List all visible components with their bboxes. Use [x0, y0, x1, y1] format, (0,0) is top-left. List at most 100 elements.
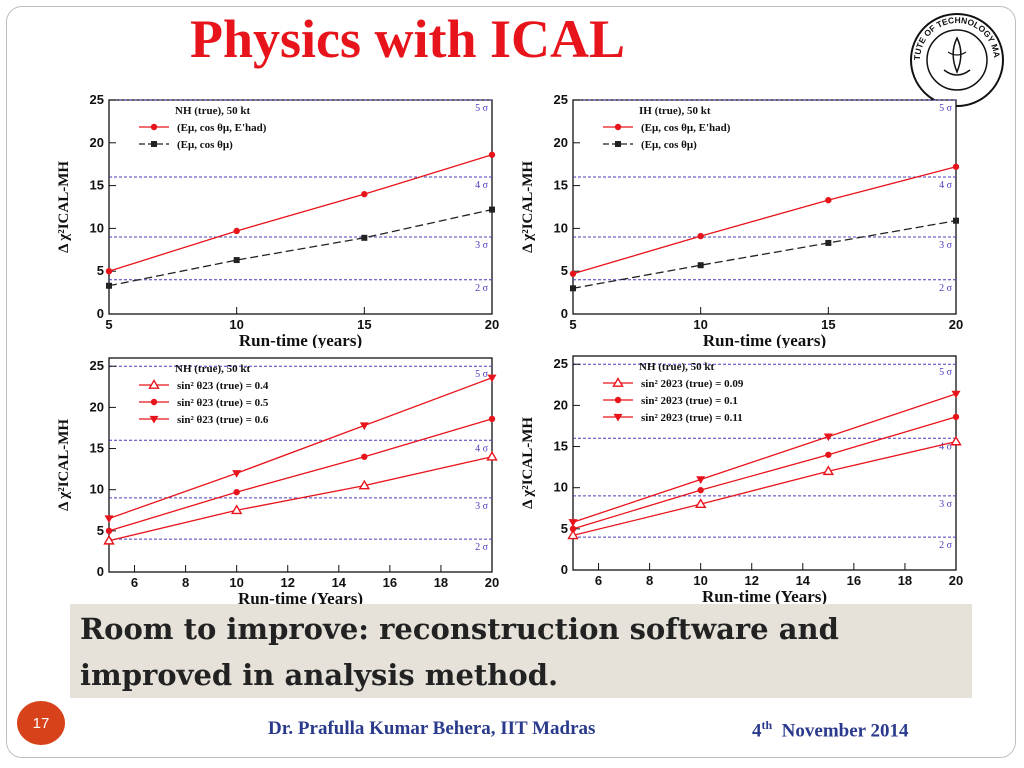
sigma-label: 4 σ [939, 441, 953, 452]
x-axis-label: Run-time (years) [239, 331, 362, 348]
y-tick-label: 20 [90, 399, 104, 414]
caption-line-2: improved in analysis method. [80, 658, 559, 692]
x-tick-label: 18 [434, 575, 448, 590]
data-point [105, 268, 113, 275]
data-point [104, 515, 114, 523]
data-point [952, 163, 960, 170]
sigma-label: 3 σ [939, 499, 953, 510]
chart-svg: 2 σ 3 σ 4 σ 5 σ 6 8 10 12 14 16 18 20 0 5 10 15 20 25 Run-… [520, 355, 963, 604]
x-tick-label: 10 [693, 573, 707, 588]
x-axis-label: Run-time (Years) [702, 587, 827, 604]
legend-entry: sin² θ23 (true) = 0.5 [177, 397, 269, 409]
sigma-label: 5 σ [939, 367, 953, 378]
data-point [697, 486, 704, 494]
x-tick-label: 18 [898, 573, 912, 588]
data-point [361, 453, 368, 460]
y-tick-label: 10 [90, 482, 104, 497]
legend-swatch-marker [614, 123, 622, 131]
y-tick-label: 25 [554, 92, 568, 107]
x-tick-label: 14 [332, 575, 347, 590]
data-point [568, 519, 578, 527]
x-tick-label: 8 [182, 575, 189, 590]
data-point [488, 151, 496, 158]
data-point [822, 465, 835, 476]
x-tick-label: 10 [229, 575, 243, 590]
legend-swatch-marker [615, 141, 621, 147]
y-tick-label: 20 [90, 135, 104, 150]
legend-swatch-marker [613, 413, 623, 422]
data-point [232, 470, 242, 478]
legend-swatch-marker [150, 398, 158, 406]
sigma-label: 2 σ [475, 542, 489, 553]
x-tick-label: 20 [949, 317, 963, 332]
x-tick-label: 10 [693, 317, 707, 332]
data-point [488, 415, 496, 423]
y-tick-label: 5 [97, 263, 104, 278]
date-day: 4 [752, 720, 762, 742]
chart-svg: 2 σ 3 σ 4 σ 5 σ 6 8 10 12 14 16 18 20 0 5 10 15 20 25 Run-… [56, 357, 499, 606]
data-point [697, 262, 704, 269]
series-line [572, 166, 957, 275]
x-tick-label: 15 [357, 317, 371, 332]
x-tick-label: 5 [105, 317, 112, 332]
sigma-label: 4 σ [475, 180, 489, 191]
x-tick-label: 5 [569, 317, 576, 332]
y-tick-label: 20 [554, 397, 568, 412]
y-tick-label: 15 [554, 178, 568, 193]
data-point [569, 270, 577, 277]
data-point [230, 504, 243, 515]
legend-swatch-marker [150, 123, 158, 131]
legend-title: NH (true), 50 kt [639, 361, 714, 373]
data-point [570, 285, 576, 292]
x-tick-label: 16 [383, 575, 397, 590]
legend-entry: sin² 2θ23 (true) = 0.11 [641, 412, 743, 424]
sigma-label: 5 σ [475, 369, 489, 380]
legend-entry: (Eμ, cos θμ) [177, 139, 233, 151]
series-line [572, 393, 957, 523]
date-rest: November 2014 [781, 720, 909, 742]
legend-title: IH (true), 50 kt [639, 105, 711, 117]
y-tick-label: 15 [554, 439, 568, 454]
plot-frame [108, 357, 493, 573]
sigma-label: 2 σ [939, 283, 953, 294]
caption-line-1: Room to improve: reconstruction software… [80, 612, 839, 646]
legend-entry: sin² 2θ23 (true) = 0.1 [641, 395, 738, 407]
data-point [697, 232, 704, 240]
y-tick-label: 5 [97, 523, 104, 538]
legend-entry: (Eμ, cos θμ, E'had) [641, 122, 731, 134]
data-point [359, 422, 369, 430]
y-tick-label: 25 [90, 358, 104, 373]
y-axis-label: Δ χ²ICAL-MH [56, 161, 72, 253]
y-axis-label: Δ χ²ICAL-MH [520, 161, 536, 253]
slide-frame [6, 6, 1016, 758]
y-tick-label: 0 [561, 306, 568, 321]
data-point [106, 282, 112, 289]
x-tick-label: 16 [847, 573, 861, 588]
legend-swatch-marker [148, 379, 160, 389]
caption-box: Room to improve: reconstruction software… [70, 604, 972, 698]
y-tick-label: 15 [90, 441, 104, 456]
data-point [489, 206, 495, 213]
y-tick-label: 20 [554, 135, 568, 150]
y-axis-label: Δ χ²ICAL-MH [56, 419, 72, 511]
sigma-label: 3 σ [475, 501, 489, 512]
data-point [233, 257, 240, 264]
data-point [950, 435, 962, 446]
x-axis-label: Run-time (Years) [238, 589, 363, 606]
x-tick-label: 20 [485, 575, 499, 590]
x-axis-label: Run-time (years) [703, 331, 826, 348]
x-tick-label: 12 [280, 575, 294, 590]
data-point [105, 527, 113, 535]
sigma-label: 2 σ [939, 540, 953, 551]
footer-author: Dr. Prafulla Kumar Behera, IIT Madras [268, 718, 596, 739]
data-point [233, 227, 240, 235]
y-tick-label: 10 [554, 220, 568, 235]
plot-frame [108, 99, 493, 315]
x-tick-label: 8 [646, 573, 653, 588]
x-tick-label: 6 [131, 575, 138, 590]
legend-title: NH (true), 50 kt [175, 363, 250, 375]
data-point [233, 488, 240, 496]
data-point [358, 479, 371, 490]
legend-entry: sin² θ23 (true) = 0.4 [177, 380, 269, 392]
